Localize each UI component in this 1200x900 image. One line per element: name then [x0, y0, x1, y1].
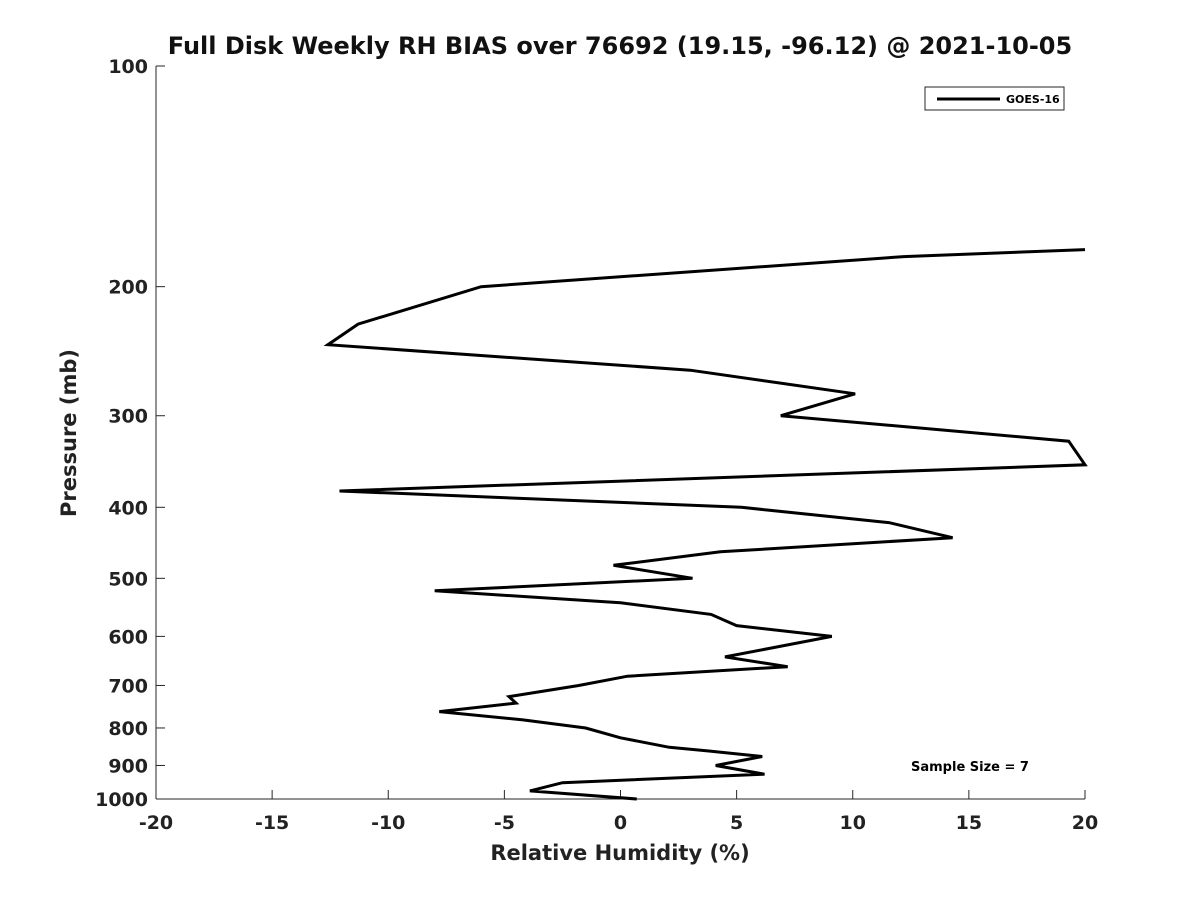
legend-label-goes-16: GOES-16 [1006, 93, 1060, 106]
chart-title: Full Disk Weekly RH BIAS over 76692 (19.… [168, 32, 1072, 60]
y-tick-label: 300 [108, 406, 148, 428]
x-tick-label: 0 [614, 812, 627, 834]
plot-area [156, 66, 1085, 799]
y-tick-label: 800 [108, 718, 148, 740]
legend: GOES-16 [924, 86, 1065, 111]
series-line-goes-16 [323, 248, 1088, 801]
x-tick-label: -20 [139, 812, 173, 834]
x-axis-ticks: -20 -15 -10 -5 0 5 10 15 20 [139, 790, 1098, 834]
y-tick-label: 400 [108, 497, 148, 519]
x-tick-label: 20 [1072, 812, 1098, 834]
x-axis-label: Relative Humidity (%) [490, 841, 749, 865]
y-tick-label: 600 [108, 626, 148, 648]
y-axis-label: Pressure (mb) [57, 349, 81, 517]
x-tick-label: -10 [371, 812, 405, 834]
y-tick-label: 100 [108, 56, 148, 78]
series-layer [323, 248, 1088, 801]
x-tick-label: 5 [730, 812, 743, 834]
sample-size-annotation: Sample Size = 7 [911, 760, 1029, 775]
y-tick-label: 900 [108, 755, 148, 777]
y-tick-label: 500 [108, 568, 148, 590]
x-tick-label: 10 [840, 812, 866, 834]
y-axis-ticks: 100 200 300 400 500 600 700 800 900 1000 [95, 56, 165, 811]
x-tick-label: 15 [956, 812, 982, 834]
x-tick-label: -5 [494, 812, 515, 834]
y-tick-label: 200 [108, 277, 148, 299]
y-tick-label: 700 [108, 675, 148, 697]
y-tick-label: 1000 [95, 789, 148, 811]
x-tick-label: -15 [255, 812, 289, 834]
